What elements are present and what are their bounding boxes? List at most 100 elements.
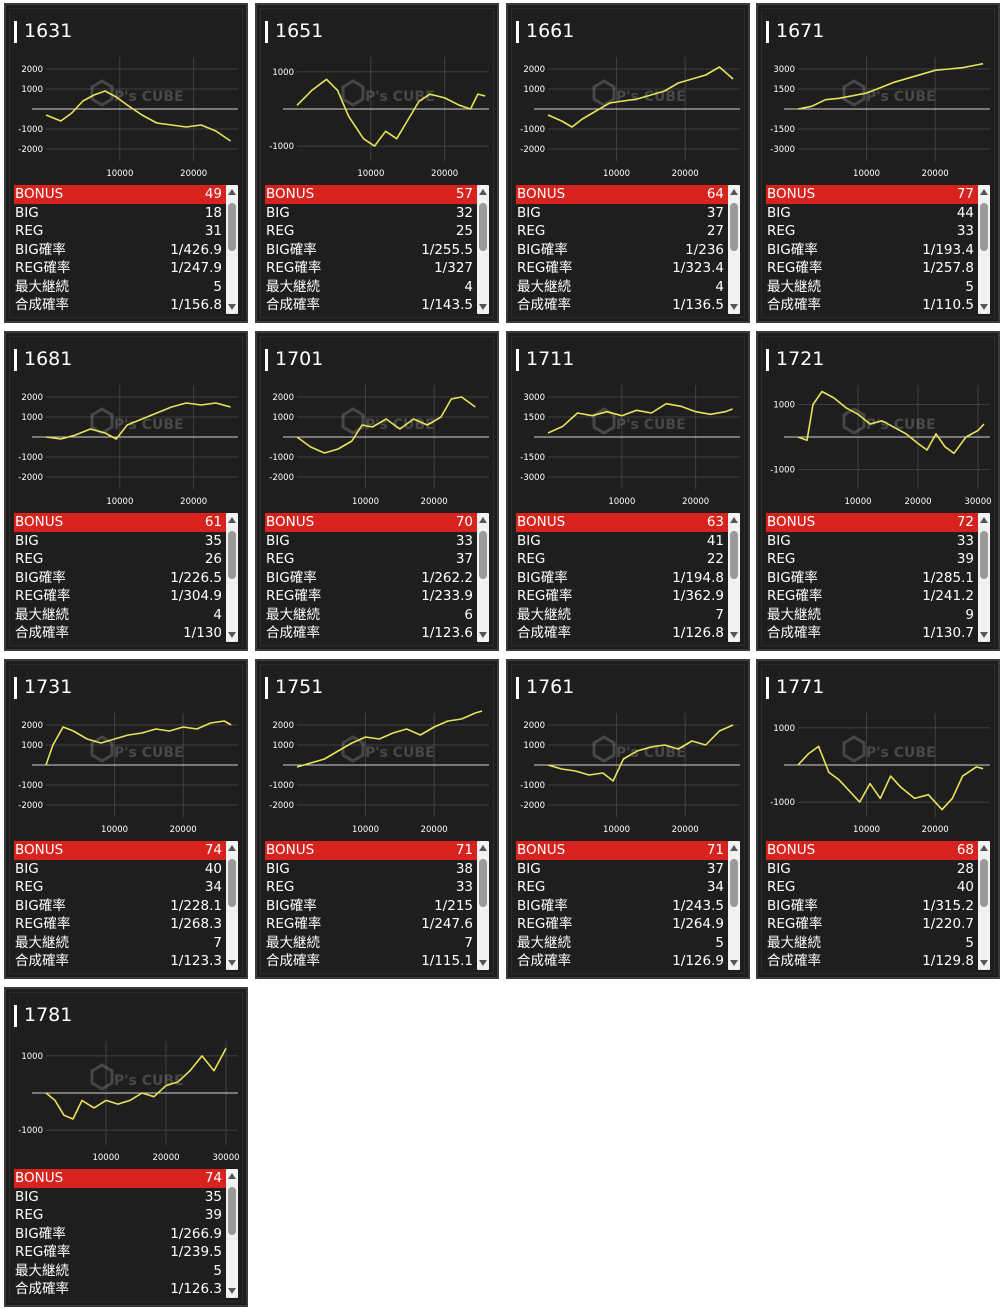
scroll-up-icon[interactable] — [479, 517, 487, 523]
scroll-up-icon[interactable] — [228, 1173, 236, 1179]
stat-label: BONUS — [767, 842, 816, 858]
stats-scrollbar[interactable] — [226, 185, 238, 314]
scroll-up-icon[interactable] — [980, 517, 988, 523]
stat-label: BIG確率 — [767, 569, 818, 586]
stat-row-max-streak: 最大継続 9 — [766, 606, 978, 625]
stat-row-reg: REG 31 — [14, 222, 226, 241]
machine-card[interactable]: 1631 10000 20000 2000 1000 -1000 -2000 P's CUBE… — [4, 3, 248, 323]
scroll-down-icon[interactable] — [479, 960, 487, 966]
stat-value: 1/257.8 — [922, 260, 974, 276]
y-tick-label: -2000 — [520, 145, 545, 155]
scroll-down-icon[interactable] — [228, 304, 236, 310]
slump-graph: 10000 20000 2000 1000 -1000 -2000 P's CUBE — [269, 710, 489, 835]
stats-table: BONUS 63 BIG 41 REG 22 BIG確率 1/194.8 REG確率 1/362.… — [516, 513, 728, 643]
scroll-thumb[interactable] — [730, 203, 738, 251]
stats-scrollbar[interactable] — [728, 841, 740, 970]
stat-label: 合成確率 — [15, 625, 69, 641]
machine-card[interactable]: 1661 10000 20000 2000 1000 -1000 -2000 P's CUBE… — [506, 3, 750, 323]
stat-row-reg-rate: REG確率 1/241.2 — [766, 587, 978, 606]
machine-card[interactable]: 1671 10000 20000 3000 1500 -1500 -3000 P's CUBE… — [756, 3, 1000, 323]
stats-scrollbar[interactable] — [728, 185, 740, 314]
machine-card[interactable]: 1721 10000 20000 30000 1000 -1000 P's CUBE BONU… — [756, 331, 1000, 651]
scroll-thumb[interactable] — [228, 1187, 236, 1235]
machine-card[interactable]: 1701 10000 20000 2000 1000 -1000 -2000 P's CUBE… — [255, 331, 499, 651]
machine-card[interactable]: 1761 10000 20000 2000 1000 -1000 -2000 P's CUBE… — [506, 659, 750, 979]
svg-text:P's CUBE: P's CUBE — [365, 745, 435, 761]
slump-line — [797, 745, 984, 811]
stats-scrollbar[interactable] — [978, 185, 990, 314]
scroll-down-icon[interactable] — [479, 632, 487, 638]
scroll-up-icon[interactable] — [228, 189, 236, 195]
scroll-thumb[interactable] — [479, 203, 487, 251]
stat-row-reg: REG 27 — [516, 222, 728, 241]
stat-value: 1/129.8 — [922, 953, 974, 969]
scroll-thumb[interactable] — [479, 531, 487, 579]
y-tick-label: -1000 — [269, 142, 294, 152]
stat-label: 最大継続 — [767, 278, 821, 295]
scroll-up-icon[interactable] — [730, 845, 738, 851]
scroll-thumb[interactable] — [980, 859, 988, 907]
scroll-down-icon[interactable] — [730, 304, 738, 310]
machine-card[interactable]: 1651 10000 20000 1000 -1000 P's CUBE BONUS 57 BI… — [255, 3, 499, 323]
scroll-down-icon[interactable] — [228, 1288, 236, 1294]
scroll-up-icon[interactable] — [479, 189, 487, 195]
scroll-thumb[interactable] — [228, 531, 236, 579]
scroll-up-icon[interactable] — [228, 517, 236, 523]
stat-label: 合成確率 — [266, 625, 320, 641]
x-tick-label: 20000 — [922, 169, 949, 179]
stat-value: 1/228.1 — [170, 897, 222, 914]
machine-card[interactable]: 1681 10000 20000 2000 1000 -1000 -2000 P's CUBE… — [4, 331, 248, 651]
stat-row-max-streak: 最大継続 5 — [14, 278, 226, 297]
stat-label: REG確率 — [517, 588, 573, 604]
stat-value: 71 — [455, 842, 473, 858]
scroll-down-icon[interactable] — [730, 960, 738, 966]
machine-card[interactable]: 1751 10000 20000 2000 1000 -1000 -2000 P's CUBE… — [255, 659, 499, 979]
scroll-thumb[interactable] — [980, 203, 988, 251]
stat-row-big-rate: BIG確率 1/426.9 — [14, 241, 226, 260]
machine-card[interactable]: 1711 10000 20000 3000 1500 -1500 -3000 P's CUBE… — [506, 331, 750, 651]
stats-scrollbar[interactable] — [226, 841, 238, 970]
scroll-up-icon[interactable] — [730, 517, 738, 523]
machine-card[interactable]: 1781 10000 20000 30000 1000 -1000 P's CUBE BONU… — [4, 987, 248, 1307]
x-tick-label: 20000 — [904, 497, 931, 507]
stats-scrollbar[interactable] — [477, 185, 489, 314]
x-tick-label: 20000 — [180, 169, 207, 179]
title-accent — [516, 21, 519, 43]
scroll-up-icon[interactable] — [980, 189, 988, 195]
stats-scrollbar[interactable] — [978, 841, 990, 970]
scroll-thumb[interactable] — [980, 531, 988, 579]
svg-text:P's CUBE: P's CUBE — [114, 1073, 184, 1089]
scroll-down-icon[interactable] — [228, 632, 236, 638]
scroll-thumb[interactable] — [228, 859, 236, 907]
scroll-up-icon[interactable] — [730, 189, 738, 195]
stats-scrollbar[interactable] — [728, 513, 740, 642]
y-tick-label: 1000 — [523, 741, 545, 751]
scroll-up-icon[interactable] — [228, 845, 236, 851]
scroll-thumb[interactable] — [730, 531, 738, 579]
scroll-down-icon[interactable] — [980, 960, 988, 966]
stats-scrollbar[interactable] — [978, 513, 990, 642]
y-tick-label: -1500 — [770, 125, 795, 135]
machine-card[interactable]: 1771 10000 20000 1000 -1000 P's CUBE BONUS 68 BI… — [756, 659, 1000, 979]
machine-card[interactable]: 1731 10000 20000 2000 1000 -1000 -2000 P's CUBE… — [4, 659, 248, 979]
scroll-down-icon[interactable] — [980, 632, 988, 638]
stats-scrollbar[interactable] — [226, 1169, 238, 1298]
scroll-down-icon[interactable] — [228, 960, 236, 966]
scroll-thumb[interactable] — [228, 203, 236, 251]
stat-label: 最大継続 — [767, 934, 821, 951]
scroll-up-icon[interactable] — [479, 845, 487, 851]
stats-scrollbar[interactable] — [226, 513, 238, 642]
stat-label: REG — [517, 223, 546, 239]
scroll-thumb[interactable] — [479, 859, 487, 907]
stat-row-reg: REG 33 — [265, 878, 477, 897]
stats-scrollbar[interactable] — [477, 513, 489, 642]
scroll-up-icon[interactable] — [980, 845, 988, 851]
y-tick-label: -3000 — [770, 145, 795, 155]
scroll-down-icon[interactable] — [479, 304, 487, 310]
scroll-down-icon[interactable] — [980, 304, 988, 310]
scroll-down-icon[interactable] — [730, 632, 738, 638]
y-tick-label: -1000 — [269, 453, 294, 463]
stats-scrollbar[interactable] — [477, 841, 489, 970]
scroll-thumb[interactable] — [730, 859, 738, 907]
stat-row-reg-rate: REG確率 1/247.9 — [14, 259, 226, 278]
